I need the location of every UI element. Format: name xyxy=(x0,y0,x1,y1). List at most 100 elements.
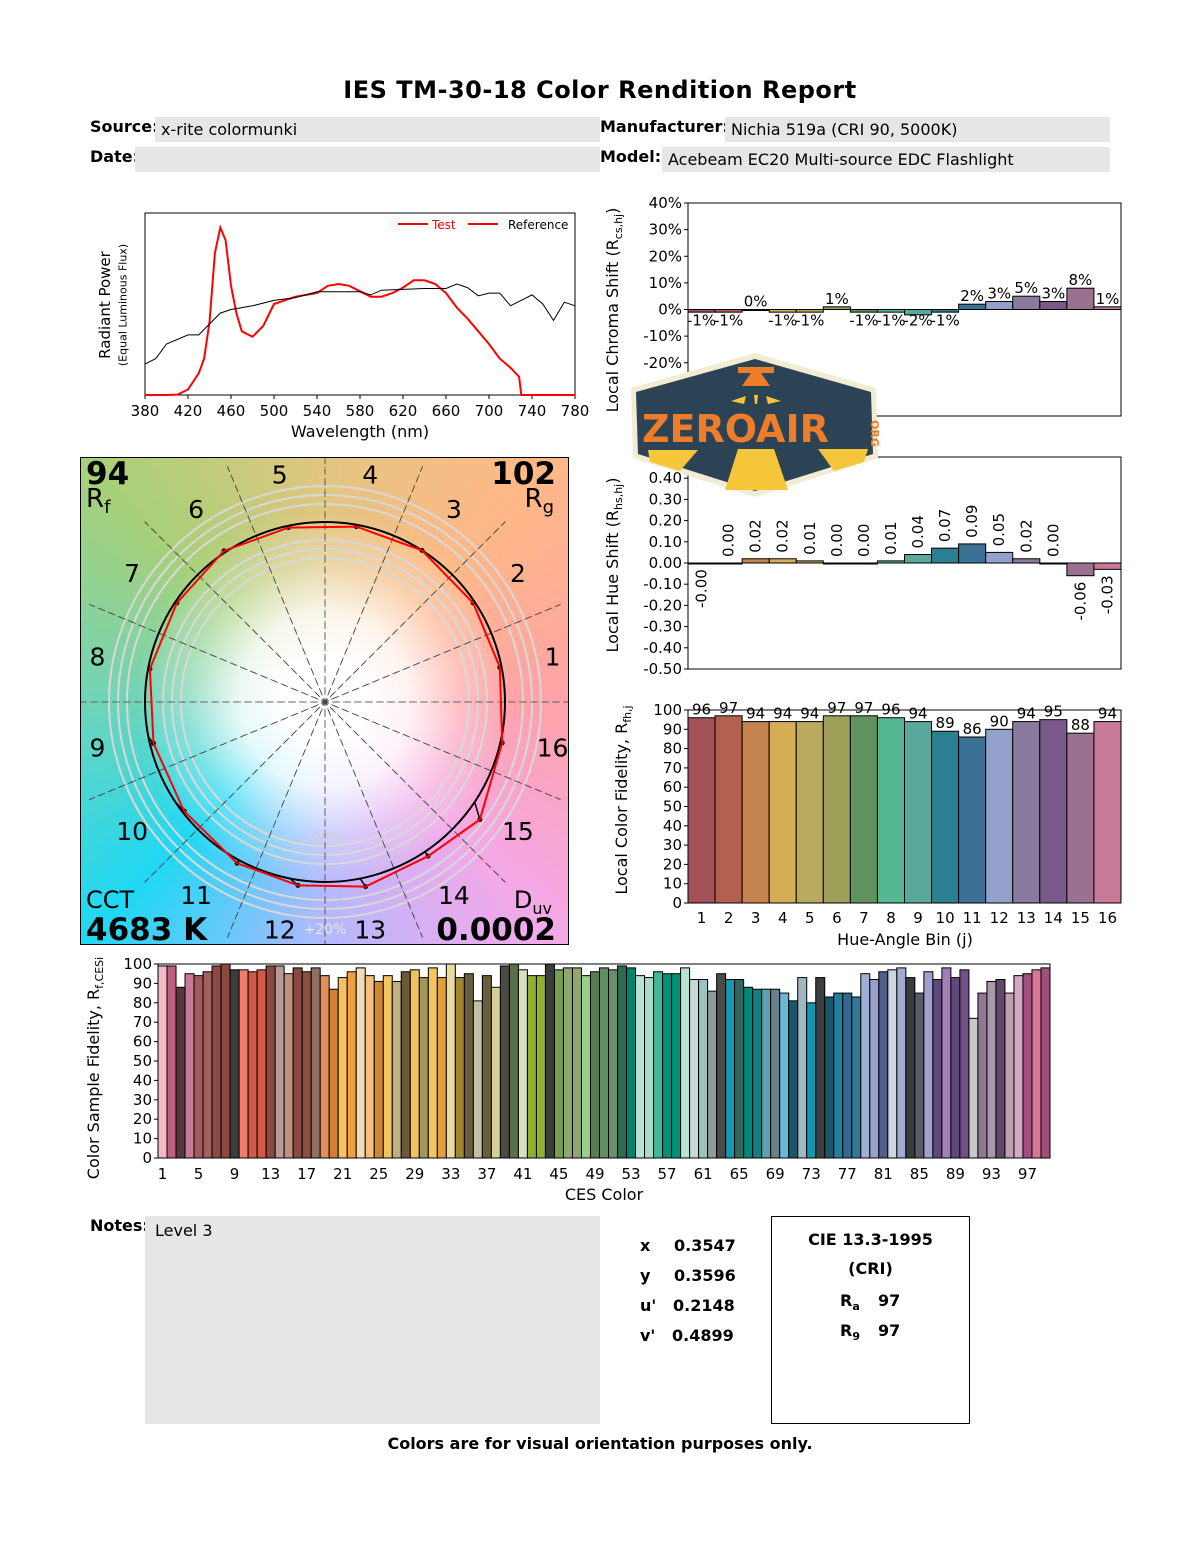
ces-bar xyxy=(364,975,375,1159)
hue-bar-label: -0.03 xyxy=(1098,575,1116,614)
ces-xtick-label: 41 xyxy=(513,1165,532,1183)
ces-xtick-label: 33 xyxy=(441,1165,460,1183)
ces-bar xyxy=(1040,967,1051,1159)
rfh-bar-label: 97 xyxy=(854,699,873,717)
ces-xtick-label: 77 xyxy=(838,1165,857,1183)
ces-xtick-label: 25 xyxy=(369,1165,388,1183)
cvg-bin-label: 15 xyxy=(502,817,534,846)
hue-bar-label: 0.01 xyxy=(882,521,900,554)
hue-bar-label: 0.05 xyxy=(990,513,1008,546)
ces-bar xyxy=(734,979,745,1159)
rf-label: Rf xyxy=(86,484,111,519)
spd-xtick-label: 660 xyxy=(432,402,461,420)
ces-bar xyxy=(328,988,339,1159)
rfh-bar xyxy=(904,721,933,904)
notes-field: Level 3 xyxy=(145,1216,600,1424)
ces-bar xyxy=(824,996,835,1159)
ces-bar xyxy=(986,980,997,1159)
ces-bar xyxy=(842,992,853,1159)
rfh-bar xyxy=(1012,721,1041,904)
hue-bar xyxy=(741,558,770,564)
ces-bar xyxy=(977,992,988,1159)
hue-bar xyxy=(1012,558,1041,564)
ces-bar xyxy=(265,965,276,1159)
rfh-bar xyxy=(1066,732,1095,904)
cvg-bin-label: 12 xyxy=(264,916,296,945)
hue-bar-label: 0.00 xyxy=(855,524,873,557)
ces-bar xyxy=(481,975,492,1159)
cvg-reference-circle xyxy=(144,521,506,883)
spd-xtick-label: 580 xyxy=(346,402,375,420)
rfh-bar-label: 94 xyxy=(908,705,927,723)
hue-bar-label: 0.00 xyxy=(720,524,738,557)
chroma-bar xyxy=(931,309,960,313)
r9-label: R9 xyxy=(840,1321,860,1344)
hue-ytick-label: -0.30 xyxy=(643,618,682,636)
chroma-bar-label: -1% xyxy=(849,312,878,330)
hue-bar-label: 0.02 xyxy=(1017,519,1035,552)
cri-title: CIE 13.3-1995 xyxy=(808,1230,933,1249)
hue-bar-label: 0.04 xyxy=(909,515,927,548)
ces-bar xyxy=(184,973,195,1159)
ces-xtick-label: 9 xyxy=(230,1165,240,1183)
spd-xtick-label: 420 xyxy=(174,402,203,420)
rfh-xlabel: Hue-Angle Bin (j) xyxy=(837,930,973,949)
ces-bar xyxy=(490,986,501,1159)
ces-bar xyxy=(157,965,168,1159)
notes-label: Notes: xyxy=(90,1216,149,1235)
ces-bar xyxy=(725,979,736,1159)
rfh-ytick-label: 80 xyxy=(663,740,682,758)
cvg-bin-label: 9 xyxy=(90,733,106,762)
date-field xyxy=(135,147,600,172)
spd-xlabel: Wavelength (nm) xyxy=(290,422,430,441)
u-label: u' xyxy=(640,1296,657,1315)
ces-bar xyxy=(905,977,916,1159)
ces-xtick-label: 21 xyxy=(333,1165,352,1183)
ces-bar xyxy=(580,975,591,1159)
cvg-bin-label: 6 xyxy=(188,495,204,524)
rfh-bar-label: 94 xyxy=(800,705,819,723)
chroma-bar xyxy=(1066,287,1095,311)
cvg-bin-label: 7 xyxy=(124,559,140,588)
ces-ytick-label: 80 xyxy=(133,994,152,1012)
ces-bar xyxy=(562,967,573,1159)
hue-bar xyxy=(876,560,905,564)
rfh-xtick-label: 12 xyxy=(990,909,1009,927)
hue-bar xyxy=(904,554,933,564)
cvg-bin-label: 13 xyxy=(354,916,386,945)
ces-bar xyxy=(391,980,402,1159)
ces-bar xyxy=(1004,992,1015,1159)
ces-bar xyxy=(301,971,312,1159)
chroma-bar xyxy=(795,309,824,313)
ces-bar xyxy=(247,971,258,1159)
ces-ytick-label: 90 xyxy=(133,974,152,992)
ces-xtick-label: 93 xyxy=(982,1165,1001,1183)
ces-bar xyxy=(779,992,790,1159)
rfh-ytick-label: 60 xyxy=(663,778,682,796)
cvg-plus-label: +20% xyxy=(304,922,347,938)
ces-bar xyxy=(382,975,393,1159)
ces-xtick-label: 5 xyxy=(194,1165,204,1183)
r9-value: 97 xyxy=(878,1321,901,1340)
ces-bar xyxy=(662,973,673,1159)
ces-xtick-label: 53 xyxy=(621,1165,640,1183)
ces-bar xyxy=(346,971,357,1159)
chroma-bar-label: -1% xyxy=(768,312,797,330)
chroma-bar xyxy=(1093,306,1122,310)
ces-bar xyxy=(436,977,447,1159)
cvg-bin-label: 1 xyxy=(545,643,561,672)
rfh-ytick-label: 100 xyxy=(653,701,682,719)
ces-bar xyxy=(598,967,610,1159)
rfh-bar xyxy=(1039,719,1068,904)
hue-ytick-label: -0.20 xyxy=(643,596,682,614)
rfh-ytick-label: 0 xyxy=(672,894,682,912)
ces-bar xyxy=(761,988,772,1159)
rfh-bar-label: 88 xyxy=(1071,716,1090,734)
legend-reference-label: Reference xyxy=(508,218,568,232)
spd-xtick-label: 460 xyxy=(217,402,246,420)
cri-box: CIE 13.3-1995 (CRI) Ra 97 R9 97 xyxy=(771,1216,970,1424)
spd-xtick-label: 740 xyxy=(518,402,547,420)
rfh-bar-label: 94 xyxy=(1017,705,1036,723)
u-value: 0.2148 xyxy=(673,1296,735,1315)
report-title: IES TM-30-18 Color Rendition Report xyxy=(343,76,857,104)
